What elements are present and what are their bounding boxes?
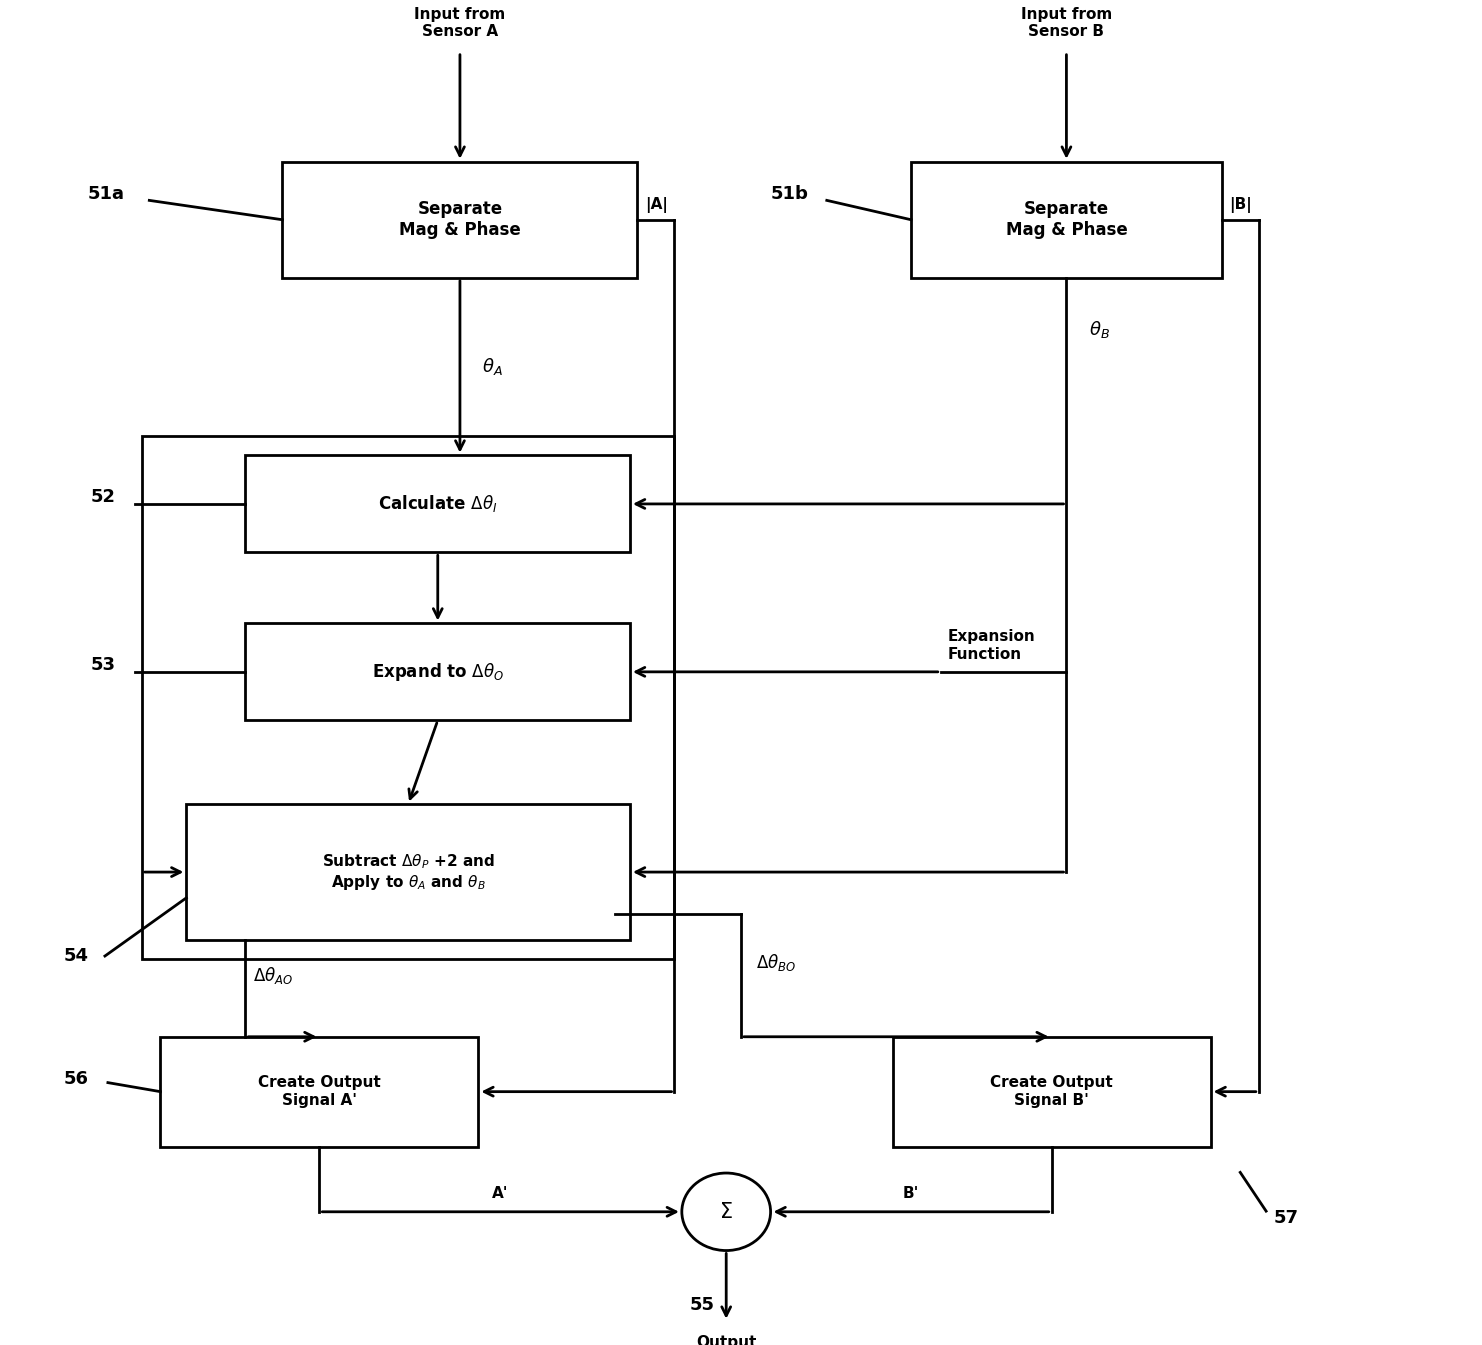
Text: 51a: 51a <box>87 184 124 203</box>
Text: Create Output
Signal A': Create Output Signal A' <box>258 1076 381 1108</box>
Bar <box>246 624 630 721</box>
Text: 55: 55 <box>689 1295 714 1314</box>
Text: 54: 54 <box>64 947 89 964</box>
Text: Expand to $\Delta\theta_O$: Expand to $\Delta\theta_O$ <box>372 660 504 683</box>
Text: $\Delta\theta_{AO}$: $\Delta\theta_{AO}$ <box>253 964 293 986</box>
Bar <box>246 456 630 553</box>
Text: Output: Output <box>697 1334 756 1345</box>
Bar <box>142 436 674 959</box>
Text: Calculate $\Delta\theta_I$: Calculate $\Delta\theta_I$ <box>378 494 498 514</box>
Text: $\Delta\theta_{BO}$: $\Delta\theta_{BO}$ <box>756 952 796 972</box>
Text: $\Sigma$: $\Sigma$ <box>719 1202 734 1221</box>
Text: Separate
Mag & Phase: Separate Mag & Phase <box>1006 200 1128 239</box>
Bar <box>892 1037 1211 1146</box>
Text: Expansion
Function: Expansion Function <box>948 629 1036 662</box>
Text: 51b: 51b <box>771 184 809 203</box>
Text: $\theta_B$: $\theta_B$ <box>1089 319 1110 340</box>
Bar <box>160 1037 479 1146</box>
Text: 52: 52 <box>90 488 116 507</box>
Text: A': A' <box>492 1186 508 1201</box>
Bar <box>187 804 630 940</box>
Text: Input from
Sensor B: Input from Sensor B <box>1021 7 1112 39</box>
Text: Separate
Mag & Phase: Separate Mag & Phase <box>399 200 520 239</box>
Text: |A|: |A| <box>645 198 668 214</box>
Text: Subtract $\Delta\theta_P$ +2 and
Apply to $\theta_A$ and $\theta_B$: Subtract $\Delta\theta_P$ +2 and Apply t… <box>322 851 495 892</box>
Bar <box>911 161 1221 278</box>
Text: Input from
Sensor A: Input from Sensor A <box>415 7 505 39</box>
Text: B': B' <box>903 1186 919 1201</box>
Text: $\theta_A$: $\theta_A$ <box>482 356 502 377</box>
Text: |B|: |B| <box>1229 198 1252 214</box>
Text: Create Output
Signal B': Create Output Signal B' <box>990 1076 1113 1108</box>
Text: 57: 57 <box>1273 1209 1298 1227</box>
Text: 56: 56 <box>64 1069 89 1088</box>
Bar <box>283 161 637 278</box>
Text: 53: 53 <box>90 656 116 674</box>
